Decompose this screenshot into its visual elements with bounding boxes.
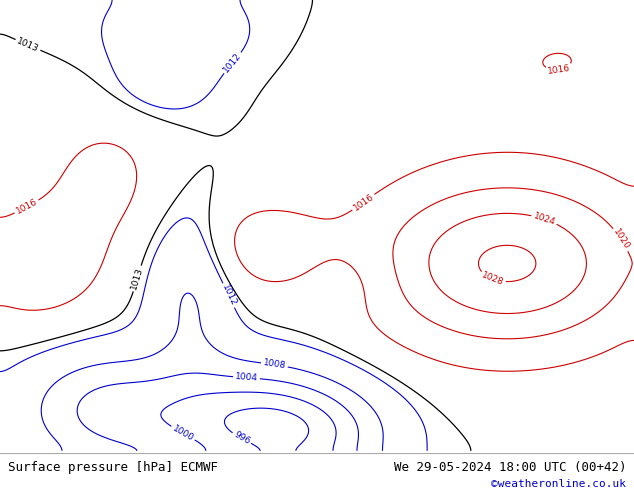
Text: We 29-05-2024 18:00 UTC (00+42): We 29-05-2024 18:00 UTC (00+42) bbox=[394, 461, 626, 474]
Text: 1020: 1020 bbox=[611, 227, 631, 251]
Text: 1028: 1028 bbox=[481, 270, 505, 288]
Text: 1000: 1000 bbox=[171, 424, 195, 443]
Text: 1016: 1016 bbox=[15, 197, 39, 216]
Text: 1013: 1013 bbox=[129, 266, 145, 291]
Text: Surface pressure [hPa] ECMWF: Surface pressure [hPa] ECMWF bbox=[8, 461, 217, 474]
Text: 1012: 1012 bbox=[222, 51, 243, 74]
Text: 1008: 1008 bbox=[262, 359, 287, 371]
Text: 1016: 1016 bbox=[351, 192, 375, 213]
Text: 1013: 1013 bbox=[16, 36, 41, 53]
Text: ©weatheronline.co.uk: ©weatheronline.co.uk bbox=[491, 480, 626, 490]
Text: 1016: 1016 bbox=[547, 63, 571, 75]
Text: 1004: 1004 bbox=[235, 372, 258, 383]
Text: 1024: 1024 bbox=[532, 211, 557, 227]
Text: 1012: 1012 bbox=[220, 283, 238, 308]
Text: 996: 996 bbox=[232, 430, 252, 446]
